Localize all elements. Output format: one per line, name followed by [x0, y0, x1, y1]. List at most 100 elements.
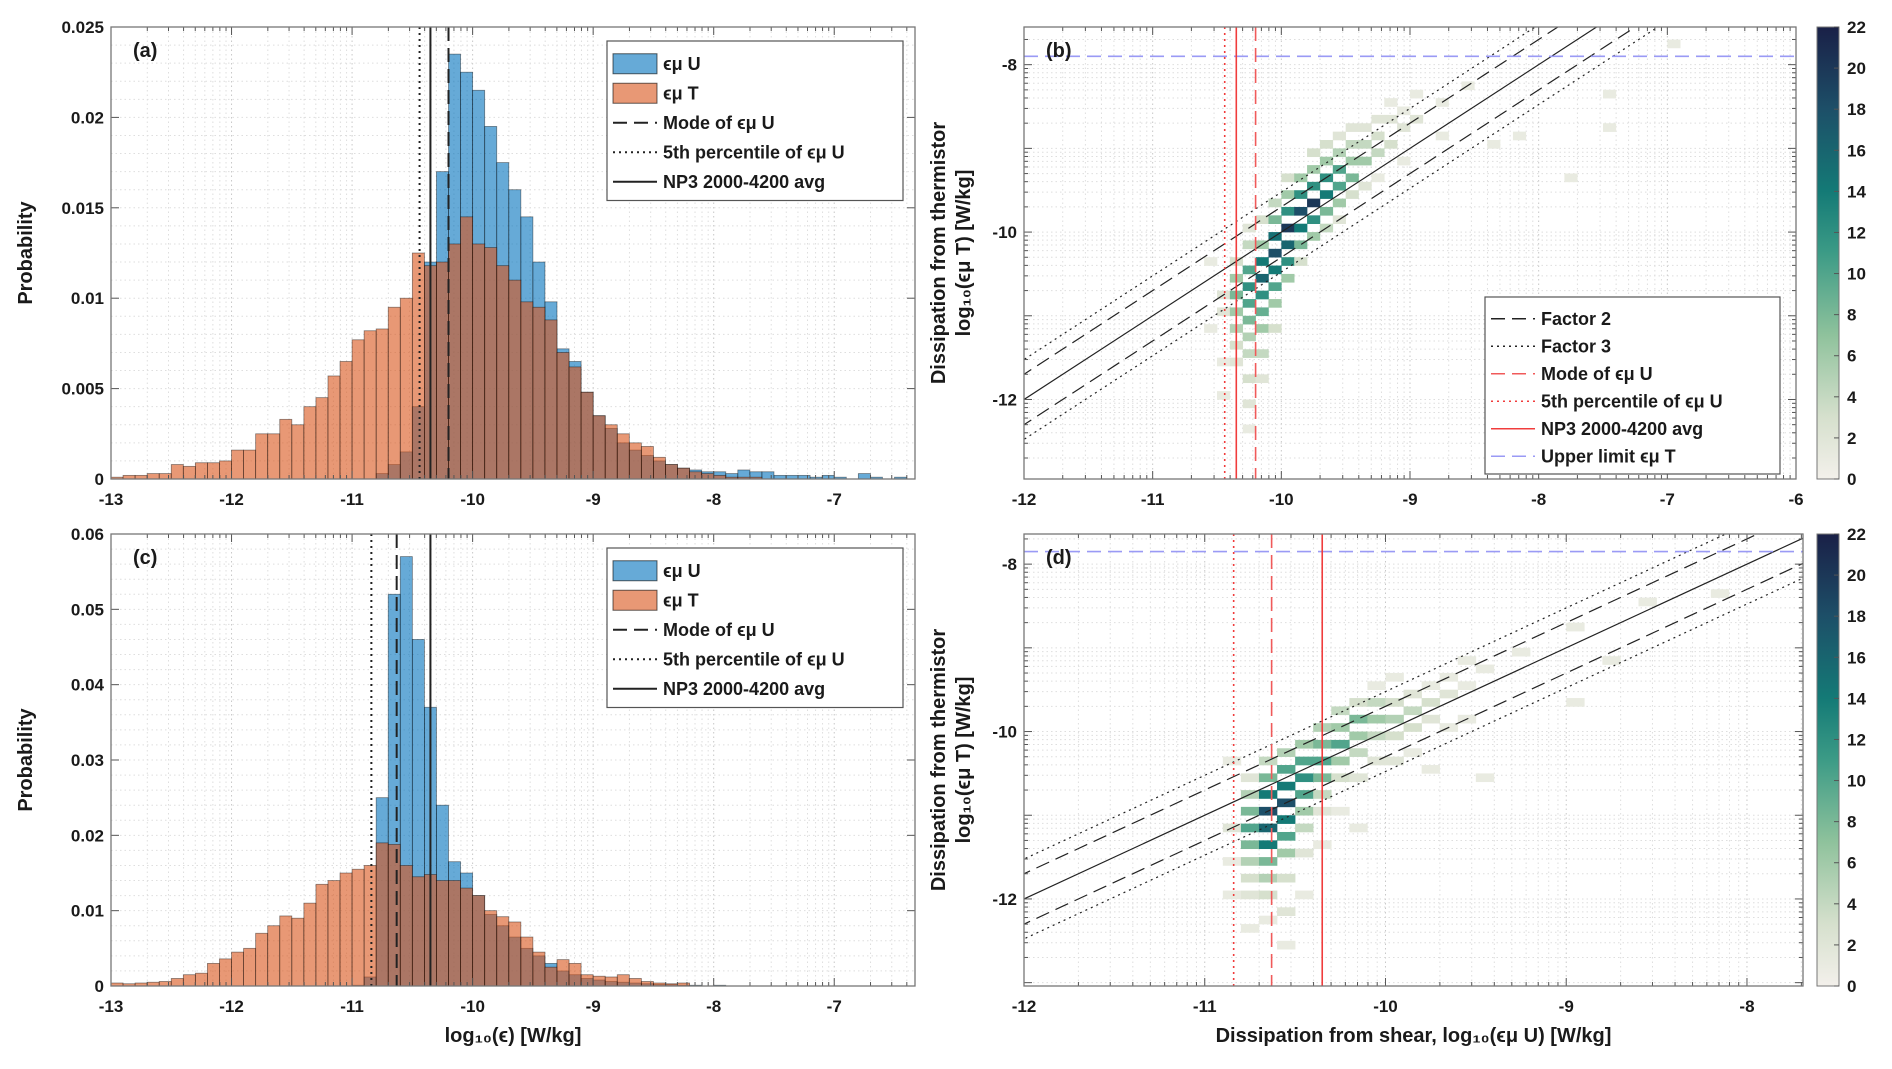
legend: ϵμ U ϵμ T Mode of ϵμ U 5th percentile of ϵμ…	[606, 40, 904, 202]
heatmap-cell	[1281, 257, 1295, 266]
histogram-bar-t	[339, 361, 353, 479]
heatmap-cell	[1667, 39, 1681, 49]
legend-label: ϵμ T	[663, 590, 699, 610]
histogram-bar-t	[436, 261, 449, 479]
panel-a: -13 -12 -11 -10 -9 -8 -7 0 0.005 0.01 0.015 0.02 0.0…	[15, 18, 916, 509]
heatmap-cell	[1603, 89, 1617, 99]
histogram-bar-t	[592, 415, 606, 479]
heatmap-cell	[1240, 840, 1260, 850]
heatmap-cell	[1258, 873, 1278, 883]
heatmap-cell	[1358, 156, 1372, 166]
histogram-bar-t	[303, 406, 317, 479]
histogram-bar-t	[303, 902, 317, 986]
heatmap-cell	[1602, 656, 1621, 665]
heatmap-cell	[1307, 215, 1321, 225]
heatmap-cell	[1277, 848, 1296, 858]
heatmap-cell	[1403, 689, 1422, 699]
histogram-bar-t	[182, 974, 196, 986]
histogram-bar-t	[411, 876, 425, 986]
colorbar-tick-label: 12	[1847, 223, 1866, 242]
colorbar-tick-label: 6	[1847, 347, 1856, 366]
y-tick-label: 0.02	[71, 108, 104, 127]
y-tick-label: 0.03	[71, 751, 104, 770]
y-tick-label: 0	[95, 977, 104, 996]
one-to-one-line	[1024, 537, 1803, 900]
heatmap-cell	[1281, 190, 1295, 199]
x-tick-label: -12	[1012, 997, 1037, 1016]
heatmap-cell	[1255, 324, 1269, 333]
legend-label: Mode of ϵμ U	[663, 620, 775, 640]
histogram-bar-t	[279, 915, 293, 986]
colorbar-tick-label: 0	[1847, 977, 1856, 996]
histogram-bar-t	[544, 319, 558, 479]
heatmap-cell	[1295, 773, 1314, 783]
heatmap-cell	[1371, 114, 1385, 124]
y-tick-label: -8	[1002, 555, 1017, 574]
heatmap-cell	[1240, 924, 1260, 933]
histogram-bar-t	[363, 330, 377, 479]
x-tick-label: -7	[827, 997, 842, 1016]
y-tick-label: -12	[992, 890, 1017, 909]
heatmap-cell	[1385, 714, 1404, 724]
colorbar-tick-label: 18	[1847, 100, 1866, 119]
legend-label: ϵμ U	[663, 561, 701, 581]
heatmap-cell	[1295, 890, 1314, 900]
heatmap-cell	[1331, 756, 1350, 766]
legend-label: ϵμ U	[663, 54, 701, 74]
legend-label: Mode of ϵμ U	[663, 113, 775, 133]
panel-d: -12 -11 -10 -9 -8 -12 -10 -8 (d) Dissipation from…	[928, 525, 1866, 1047]
heatmap-cell	[1307, 148, 1321, 158]
heatmap-cell	[1603, 123, 1617, 132]
panel-label: (b)	[1046, 40, 1072, 62]
ref-line-factor-2	[1024, 562, 1803, 925]
heatmap-cell	[1268, 198, 1282, 208]
y-axis-label: log₁₀(ϵμ T) [W/kg]	[953, 170, 975, 337]
heatmap-cell	[1277, 940, 1296, 950]
heatmap-cell	[1258, 773, 1278, 783]
heatmap-cell	[1204, 257, 1218, 266]
heatmap-cell	[1281, 240, 1295, 250]
heatmap-cell	[1277, 781, 1296, 791]
legend-label: NP3 2000-4200 avg	[663, 172, 825, 192]
axes-frame	[110, 533, 916, 987]
heatmap-cell	[1512, 647, 1531, 657]
histogram-bar-t	[580, 974, 594, 986]
x-tick-label: -7	[1660, 490, 1675, 509]
heatmap-cell	[1242, 424, 1256, 434]
legend-label: Mode of ϵμ U	[1541, 364, 1653, 384]
heatmap-cell	[1638, 597, 1657, 607]
axes-frame	[1023, 26, 1797, 480]
heatmap-cell	[1566, 698, 1585, 707]
x-tick-label: -9	[1402, 490, 1417, 509]
x-tick-label: -13	[99, 997, 124, 1016]
colorbar-tick-label: 20	[1847, 566, 1866, 585]
heatmap-cell	[1281, 273, 1295, 283]
histogram-bar-t	[399, 297, 413, 479]
colorbar-tick-label: 4	[1847, 388, 1857, 407]
x-tick-label: -11	[1193, 997, 1217, 1016]
colorbar-tick-label: 16	[1847, 648, 1866, 667]
histogram-bar-t	[556, 959, 570, 986]
heatmap-cell	[1277, 831, 1296, 841]
heatmap-cell	[1222, 756, 1242, 766]
heatmap-cell	[1281, 206, 1295, 216]
heatmap-cell	[1204, 324, 1218, 333]
y-tick-label: 0.01	[71, 902, 104, 921]
panel-c: -13 -12 -11 -10 -9 -8 -7 0 0.01 0.02 0.03 0.04 0.05 0…	[15, 525, 916, 1047]
x-tick-label: -9	[1559, 997, 1574, 1016]
heatmap-cell	[1222, 890, 1242, 900]
x-tick-label: -8	[1531, 490, 1546, 509]
x-tick-label: -9	[586, 997, 601, 1016]
histogram-bar-t	[146, 473, 160, 479]
heatmap-cell	[1258, 915, 1278, 925]
heatmap-cell	[1295, 823, 1314, 833]
heatmap-cell	[1307, 165, 1321, 174]
colorbar-tick-label: 10	[1847, 772, 1866, 791]
legend: ϵμ U ϵμ T Mode of ϵμ U 5th percentile of ϵμ…	[606, 547, 904, 709]
heatmap-cell	[1242, 299, 1256, 308]
heatmap-cell	[1240, 857, 1260, 866]
histogram-bar-t	[604, 976, 618, 986]
heatmap-cell	[1403, 748, 1422, 757]
heatmap-cell	[1385, 698, 1404, 707]
histogram-bar-t	[460, 216, 474, 479]
